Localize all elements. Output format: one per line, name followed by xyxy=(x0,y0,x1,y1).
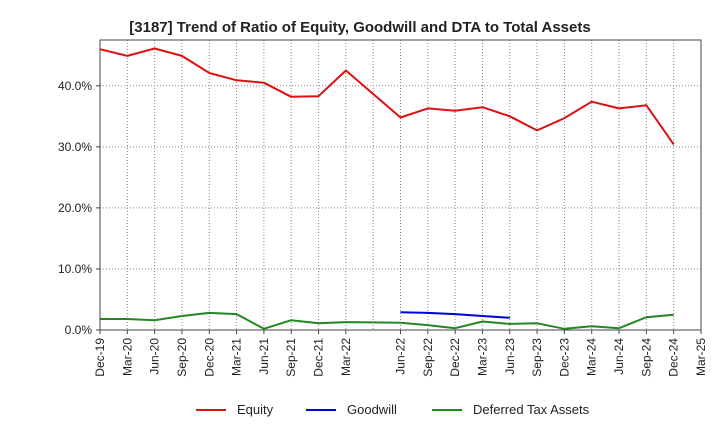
y-tick-label: 40.0% xyxy=(58,79,92,93)
x-tick-label: Sep-20 xyxy=(175,338,189,377)
series-line-goodwill xyxy=(400,311,510,319)
legend-label-goodwill: Goodwill xyxy=(347,402,397,417)
x-tick-label: Dec-22 xyxy=(448,338,462,377)
series-line-equity xyxy=(99,47,675,145)
plot-area: 0.0% 10.0% 20.0% 30.0% 40.0% Dec-19 Mar-20 Jun-… xyxy=(58,39,708,377)
y-tick-label: 0.0% xyxy=(65,323,93,337)
x-tick-label: Sep-21 xyxy=(284,338,298,377)
x-tick-label: Jun-24 xyxy=(612,338,626,375)
x-tick-label: Mar-22 xyxy=(339,338,353,376)
x-tick-label: Dec-23 xyxy=(557,338,571,377)
x-tick-label: Jun-23 xyxy=(503,338,517,375)
y-tick-label: 20.0% xyxy=(58,201,92,215)
x-tick-label: Dec-20 xyxy=(202,338,216,377)
x-tick-label: Mar-25 xyxy=(694,338,708,376)
y-tick-label: 10.0% xyxy=(58,262,92,276)
legend-label-deferred-tax-assets: Deferred Tax Assets xyxy=(473,402,590,417)
x-tick-label: Jun-21 xyxy=(257,338,271,375)
x-tick-label: Mar-23 xyxy=(475,338,489,376)
x-tick-label: Sep-23 xyxy=(530,338,544,377)
x-tick-label: Dec-21 xyxy=(312,338,326,377)
x-tick-label: Dec-19 xyxy=(93,338,107,377)
x-tick-label: Jun-20 xyxy=(148,338,162,375)
y-tick-label: 30.0% xyxy=(58,140,92,154)
x-tick-label: Jun-22 xyxy=(394,338,408,375)
series-line-deferred-tax-assets xyxy=(100,311,674,330)
legend-label-equity: Equity xyxy=(237,402,274,417)
legend: Equity Goodwill Deferred Tax Assets xyxy=(196,402,590,417)
x-tick-label: Sep-24 xyxy=(639,338,653,377)
x-tick-label: Sep-22 xyxy=(421,338,435,377)
chart-title: [3187] Trend of Ratio of Equity, Goodwil… xyxy=(129,19,590,36)
x-tick-label: Mar-21 xyxy=(230,338,244,376)
x-tick-label: Dec-24 xyxy=(667,338,681,377)
x-tick-label: Mar-24 xyxy=(585,338,599,376)
x-tick-label: Mar-20 xyxy=(120,338,134,376)
